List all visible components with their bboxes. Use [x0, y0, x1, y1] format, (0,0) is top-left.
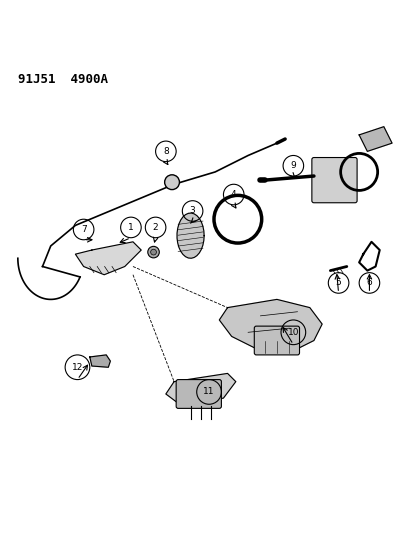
Polygon shape [177, 213, 204, 259]
Text: 9: 9 [290, 161, 296, 170]
Text: 6: 6 [366, 278, 371, 287]
Text: 10: 10 [287, 328, 298, 337]
Circle shape [164, 175, 179, 190]
Polygon shape [75, 242, 141, 274]
Text: 11: 11 [203, 387, 214, 397]
Polygon shape [219, 300, 321, 353]
Polygon shape [90, 355, 110, 367]
Polygon shape [166, 374, 235, 406]
FancyBboxPatch shape [254, 326, 299, 355]
FancyBboxPatch shape [311, 158, 356, 203]
Text: 1: 1 [128, 223, 133, 232]
Text: 4: 4 [230, 190, 236, 199]
FancyBboxPatch shape [176, 379, 221, 408]
Text: 7: 7 [81, 225, 86, 234]
Text: 8: 8 [163, 147, 169, 156]
Text: 3: 3 [189, 206, 195, 215]
Circle shape [147, 246, 159, 258]
Circle shape [150, 249, 156, 255]
Text: 12: 12 [71, 363, 83, 372]
Text: 91J51  4900A: 91J51 4900A [18, 73, 107, 86]
Polygon shape [358, 127, 391, 151]
Text: 5: 5 [335, 278, 341, 287]
Text: 2: 2 [152, 223, 158, 232]
